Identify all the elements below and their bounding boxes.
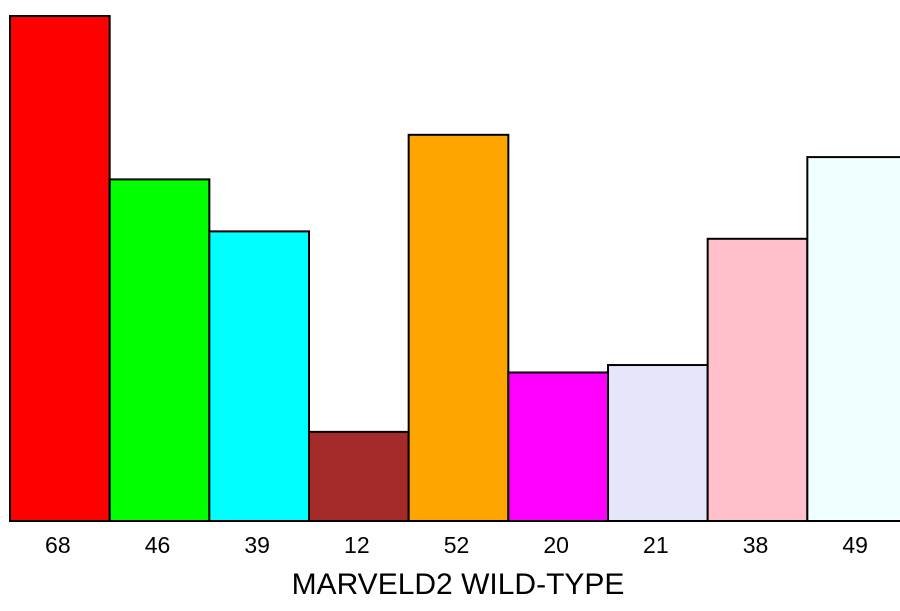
x-tick-label-49: 49 bbox=[842, 532, 868, 558]
x-tick-label-68: 68 bbox=[45, 532, 71, 558]
x-tick-label-39: 39 bbox=[244, 532, 270, 558]
bar-39 bbox=[208, 230, 310, 522]
bars-layer bbox=[9, 15, 900, 523]
x-tick-label-52: 52 bbox=[444, 532, 470, 558]
x-tick-label-46: 46 bbox=[145, 532, 171, 558]
bar-52 bbox=[407, 133, 510, 522]
x-tick-label-21: 21 bbox=[643, 532, 669, 558]
x-tick-label-38: 38 bbox=[743, 532, 769, 558]
x-tick-label-12: 12 bbox=[344, 532, 370, 558]
x-axis-title: MARVELD2 WILD-TYPE bbox=[292, 568, 625, 601]
bar-21 bbox=[607, 364, 709, 523]
bar-46 bbox=[108, 178, 211, 522]
bar-38 bbox=[706, 237, 809, 522]
bar-68 bbox=[9, 15, 111, 522]
bar-20 bbox=[507, 371, 609, 522]
bar-49 bbox=[806, 156, 900, 522]
x-tick-label-20: 20 bbox=[543, 532, 569, 558]
tick-labels-layer: 68 46 39 12 52 20 21 38 49 bbox=[45, 532, 868, 558]
bar-12 bbox=[308, 430, 410, 523]
